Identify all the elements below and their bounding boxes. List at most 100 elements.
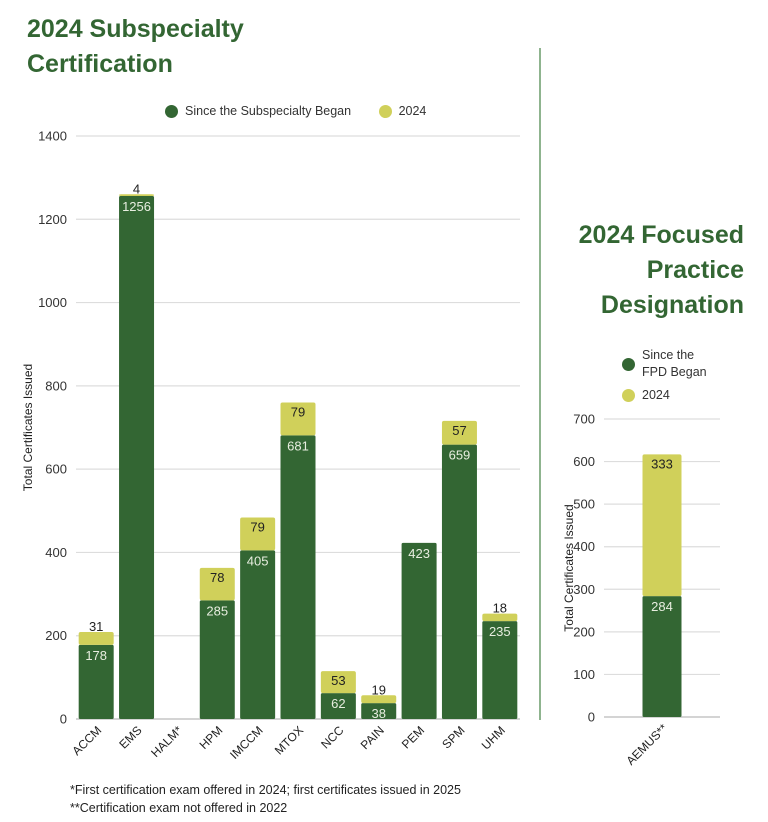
x-tick-label: UHM [479,723,508,752]
x-tick-label: HPM [197,723,226,752]
y-tick-label: 800 [45,378,67,393]
x-tick-label: SPM [439,723,467,751]
y-axis-label: Total Certificates Issued [562,504,576,631]
data-label-since-began: 423 [408,546,430,561]
y-tick-label: 600 [45,462,67,477]
y-tick-label: 1200 [38,212,67,227]
x-tick-label: PEM [399,723,427,751]
x-tick-label: NCC [318,723,347,752]
bar-since-began [320,693,356,719]
legend-subspecialty: Since the Subspecialty Began 2024 [165,104,450,121]
data-label-since-began: 284 [651,599,673,614]
legend-item-2024: 2024 [622,387,707,404]
bar-2024 [119,194,155,196]
footnote-halm: *First certification exam offered in 202… [70,783,461,797]
bar-since-began [642,596,682,717]
legend-label: Since the Subspecialty Began [185,104,352,118]
fpd-bar-chart: 0 100 200 300 400 500 600 700 Total Certificates… [562,412,720,768]
legend-label-line: FPD Began [642,365,707,379]
data-label-2024: 57 [452,423,466,438]
bar-since-began [482,621,518,719]
bar-2024 [642,454,682,597]
bar-2024 [78,631,114,645]
legend-dot-icon [622,389,635,402]
bar-2024 [199,567,235,601]
footnote-aemus: **Certification exam not offered in 2022 [70,801,288,815]
x-tick-label: MTOX [272,723,306,757]
x-tick-label: ACCM [69,723,104,758]
y-tick-label: 500 [573,497,595,512]
data-label-since-began: 235 [489,624,511,639]
data-label-2024: 53 [331,673,345,688]
y-tick-label: 700 [573,412,595,427]
bar-since-began [199,600,235,719]
x-tick-label: AEMUS** [623,721,670,768]
legend-label: 2024 [642,388,670,402]
data-label-since-began: 285 [206,603,228,618]
legend-fpd: Since the FPD Began 2024 [622,347,707,410]
bar-since-began [78,644,114,719]
title-line: 2024 Focused [578,221,744,249]
data-label-2024: 79 [250,519,264,534]
data-label-since-began: 38 [371,706,385,721]
y-tick-label: 300 [573,582,595,597]
data-label-2024: 4 [133,181,140,196]
title-line: Certification [27,50,173,78]
legend-dot-icon [378,104,392,118]
bar-since-began [119,195,155,720]
bar-2024 [320,671,356,694]
legend-dot-icon [165,104,178,118]
y-tick-label: 0 [588,710,595,725]
bar-2024 [482,613,518,622]
data-label-2024: 79 [291,405,305,420]
y-tick-label: 100 [573,667,595,682]
data-label-since-began: 1256 [122,199,151,214]
data-label-since-began: 659 [449,448,471,463]
legend-dot-icon [622,357,635,371]
bar-since-began [280,435,316,719]
x-tick-label: HALM* [148,723,185,760]
y-tick-label: 200 [573,624,595,639]
legend-item-since-began: Since the Subspecialty Began [165,104,351,118]
x-tick-label: PAIN [358,723,387,752]
bar-2024 [441,420,477,445]
title-line: Designation [600,291,744,319]
y-tick-label: 0 [60,712,67,727]
title-line: 2024 Subspecialty [27,15,244,43]
bar-2024 [280,402,316,436]
y-tick-label: 1000 [38,295,67,310]
y-tick-label: 400 [45,545,67,560]
data-label-since-began: 681 [287,438,309,453]
bar-since-began [401,542,437,719]
y-tick-label: 1400 [38,129,67,144]
y-tick-label: 200 [45,628,67,643]
data-label-since-began: 62 [331,696,345,711]
bar-2024 [361,695,397,704]
bar-since-began [361,703,397,719]
x-tick-label: EMS [116,723,144,751]
chart-title-subspecialty: 2024 Subspecialty Certification [27,12,244,82]
data-label-2024: 31 [89,619,103,634]
data-label-2024: 78 [210,570,224,585]
x-tick-label: IMCCM [227,723,266,762]
legend-label-line: Since the [642,348,695,362]
legend-label: 2024 [398,104,427,118]
data-label-2024: 333 [651,456,673,471]
bar-since-began [441,444,477,719]
legend-label: Since the FPD Began [642,347,707,381]
legend-item-since-began: Since the FPD Began [622,347,707,381]
y-tick-label: 400 [573,539,595,554]
data-label-since-began: 178 [85,648,107,663]
y-axis-label: Total Certificates Issued [21,364,35,491]
subspecialty-bar-chart: 0 200 400 600 800 1000 1200 1400 Total Certifica… [21,129,520,762]
bar-since-began [240,550,276,719]
data-label-since-began: 405 [247,553,269,568]
data-label-2024: 19 [371,682,385,697]
chart-title-fpd: 2024 Focused Practice Designation [579,218,744,323]
data-label-2024: 18 [493,601,507,616]
bar-2024 [240,517,276,551]
legend-item-2024: 2024 [378,104,427,118]
title-line: Practice [646,256,744,284]
section-divider [539,48,541,720]
y-tick-label: 600 [573,454,595,469]
